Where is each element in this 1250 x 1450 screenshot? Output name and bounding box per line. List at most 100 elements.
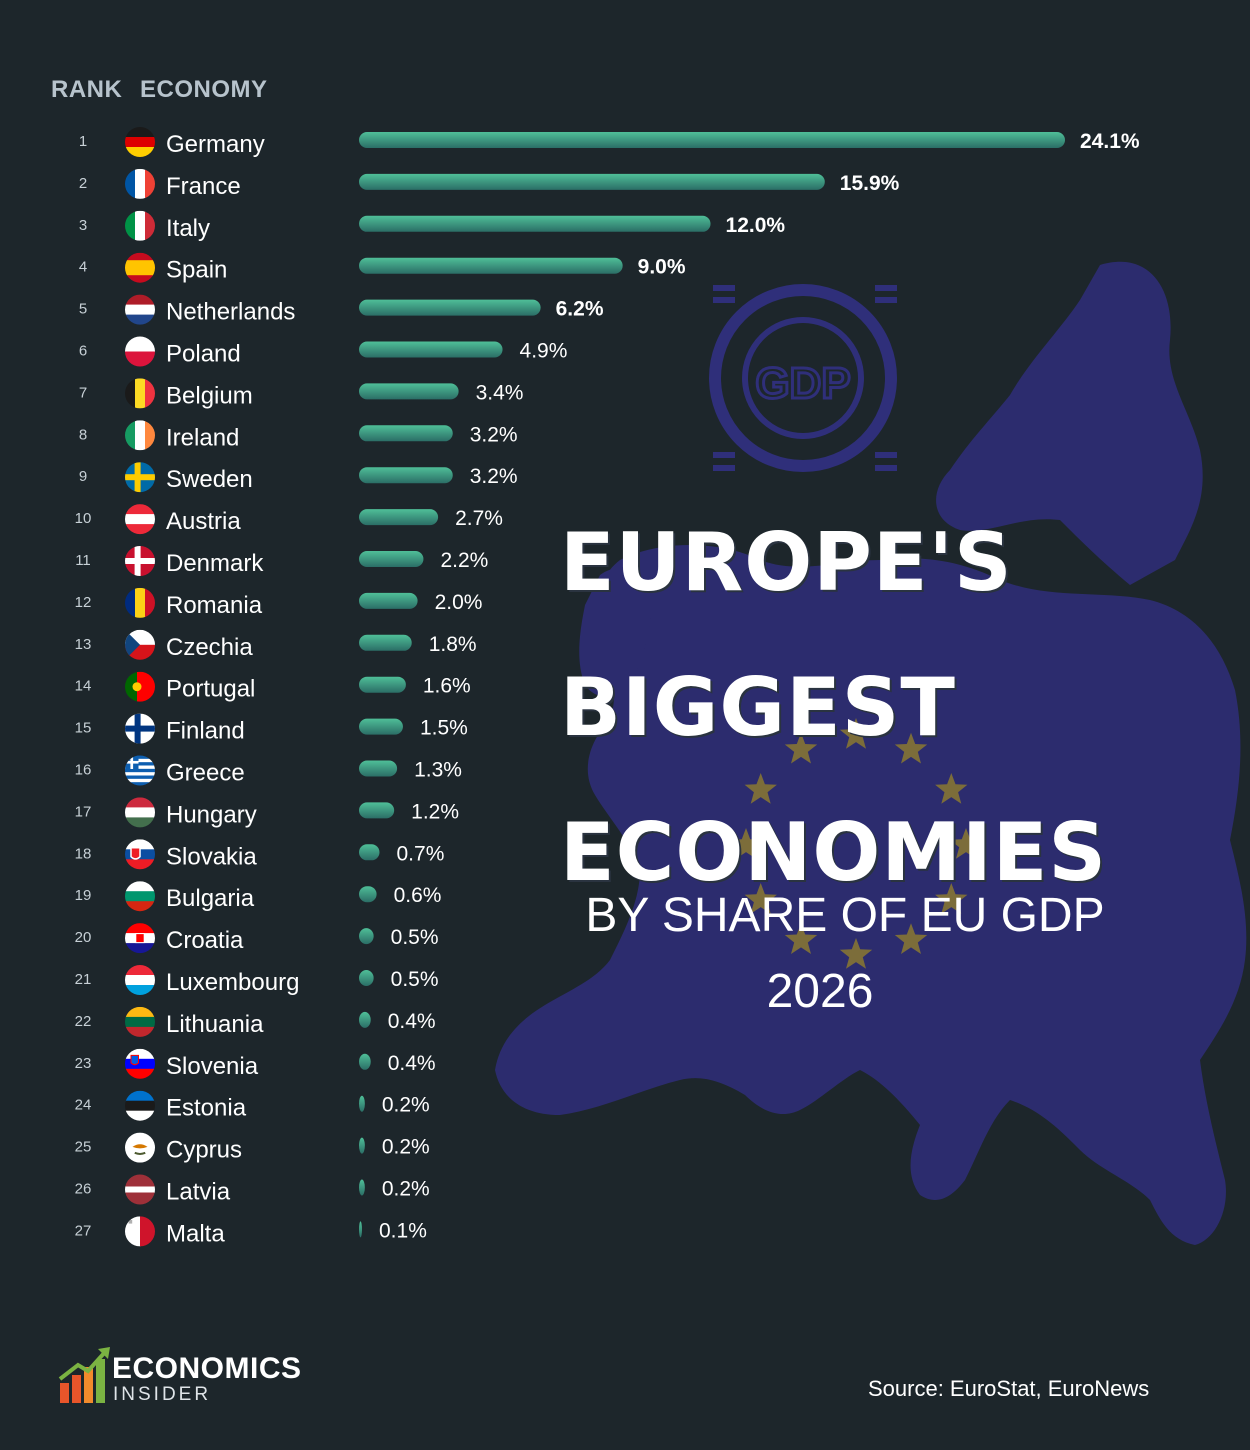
bar — [359, 425, 453, 442]
flag-icon-sk — [125, 839, 155, 870]
eu-star-icon — [784, 732, 818, 764]
value-label: 12.0% — [726, 214, 786, 237]
bar — [359, 215, 711, 232]
rank-label: 25 — [75, 1139, 92, 1156]
value-label: 9.0% — [638, 256, 686, 279]
economy-label: Poland — [166, 341, 241, 368]
value-label: 0.2% — [382, 1094, 430, 1117]
value-label: 3.2% — [470, 423, 518, 446]
value-label: 0.5% — [391, 968, 439, 991]
flag-icon-lu — [125, 965, 155, 995]
economy-label: Slovakia — [166, 843, 257, 870]
economy-label: Bulgaria — [166, 885, 255, 912]
economy-column-header: ECONOMY — [140, 76, 268, 103]
flag-icon-lv — [125, 1174, 155, 1205]
value-label: 0.6% — [394, 884, 442, 907]
chart-row: 5 Netherlands 6.2% — [79, 294, 604, 326]
logo-wordmark: ECONOMICS — [112, 1352, 302, 1385]
rank-column-header: RANK — [51, 76, 123, 103]
flag-icon-pl — [125, 336, 155, 367]
bar — [359, 1053, 371, 1070]
economy-label: France — [166, 173, 241, 200]
chart-row: 24 Estonia 0.2% — [75, 1090, 430, 1122]
eu-star-icon — [729, 828, 763, 859]
bar — [359, 1011, 371, 1028]
flag-icon-hu — [125, 797, 155, 828]
flag-icon-bg — [125, 881, 155, 912]
source-note: Source: EuroStat, EuroNews — [868, 1376, 1150, 1401]
rank-label: 14 — [75, 678, 92, 695]
rank-label: 8 — [79, 426, 87, 443]
bar — [359, 928, 374, 945]
svg-text:GDP: GDP — [755, 359, 850, 408]
value-label: 1.5% — [420, 717, 468, 740]
rank-label: 3 — [79, 217, 87, 234]
flag-icon-cy — [125, 1132, 155, 1163]
chart-row: 17 Hungary 1.2% — [75, 797, 459, 828]
bar — [359, 718, 403, 735]
chart-row: 6 Poland 4.9% — [79, 336, 568, 368]
chart-row: 12 Romania 2.0% — [75, 587, 482, 619]
bar — [359, 760, 398, 777]
rank-label: 22 — [75, 1013, 92, 1030]
flag-icon-hr — [125, 923, 155, 954]
value-label: 1.2% — [411, 800, 459, 823]
chart-row: 1 Germany 24.1% — [79, 127, 1140, 158]
flag-icon-se — [125, 462, 155, 493]
eu-star-icon — [744, 773, 777, 804]
economy-label: Portugal — [166, 676, 255, 703]
flag-icon-ro — [125, 587, 155, 618]
bar — [359, 1137, 365, 1154]
chart-row: 23 Slovenia 0.4% — [75, 1048, 436, 1080]
economy-label: Romania — [166, 592, 263, 619]
economy-label: Netherlands — [166, 299, 295, 326]
rank-label: 16 — [75, 762, 92, 779]
bar — [359, 802, 395, 819]
rank-label: 27 — [75, 1222, 92, 1239]
title-line-1: EUROPE'S — [560, 516, 1013, 609]
bar — [359, 886, 377, 903]
bar — [359, 341, 503, 358]
flag-icon-nl — [125, 294, 155, 325]
economy-label: Belgium — [166, 382, 253, 409]
flag-icon-mt — [125, 1216, 155, 1247]
chart-row: 21 Luxembourg 0.5% — [75, 965, 439, 996]
economy-label: Hungary — [166, 801, 257, 828]
logo-subtext: INSIDER — [113, 1384, 212, 1405]
economy-label: Ireland — [166, 424, 239, 451]
value-label: 3.4% — [476, 381, 524, 404]
eu-star-icon — [935, 883, 968, 914]
value-label: 0.4% — [388, 1052, 436, 1075]
chart-row: 18 Slovakia 0.7% — [75, 839, 444, 870]
title-line-3: ECONOMIES — [560, 806, 1107, 899]
rank-label: 1 — [79, 133, 87, 150]
value-label: 15.9% — [840, 172, 900, 195]
value-label: 4.9% — [520, 340, 568, 363]
flag-icon-si — [125, 1048, 155, 1079]
rank-label: 20 — [75, 929, 92, 946]
flag-icon-at — [125, 504, 155, 535]
eu-star-icon — [894, 923, 928, 954]
flag-icon-dk — [125, 546, 155, 576]
economy-label: Malta — [166, 1220, 225, 1247]
economy-label: Greece — [166, 760, 245, 787]
economy-label: Cyprus — [166, 1137, 242, 1164]
eu-star-icon — [839, 718, 873, 749]
value-label: 0.4% — [388, 1010, 436, 1033]
economy-label: Spain — [166, 257, 227, 284]
bar — [359, 1179, 365, 1196]
value-label: 1.3% — [414, 759, 462, 782]
rank-label: 2 — [79, 175, 87, 192]
value-label: 3.2% — [470, 465, 518, 488]
bar — [359, 257, 623, 274]
flag-icon-it — [125, 210, 155, 241]
chart-row: 8 Ireland 3.2% — [79, 420, 518, 451]
flag-icon-fi — [125, 713, 155, 744]
economy-label: Croatia — [166, 927, 244, 954]
flag-icon-fr — [125, 168, 155, 199]
rank-label: 10 — [75, 510, 92, 527]
rank-label: 4 — [79, 259, 87, 276]
eu-star-icon — [744, 883, 777, 914]
economy-label: Luxembourg — [166, 969, 299, 996]
